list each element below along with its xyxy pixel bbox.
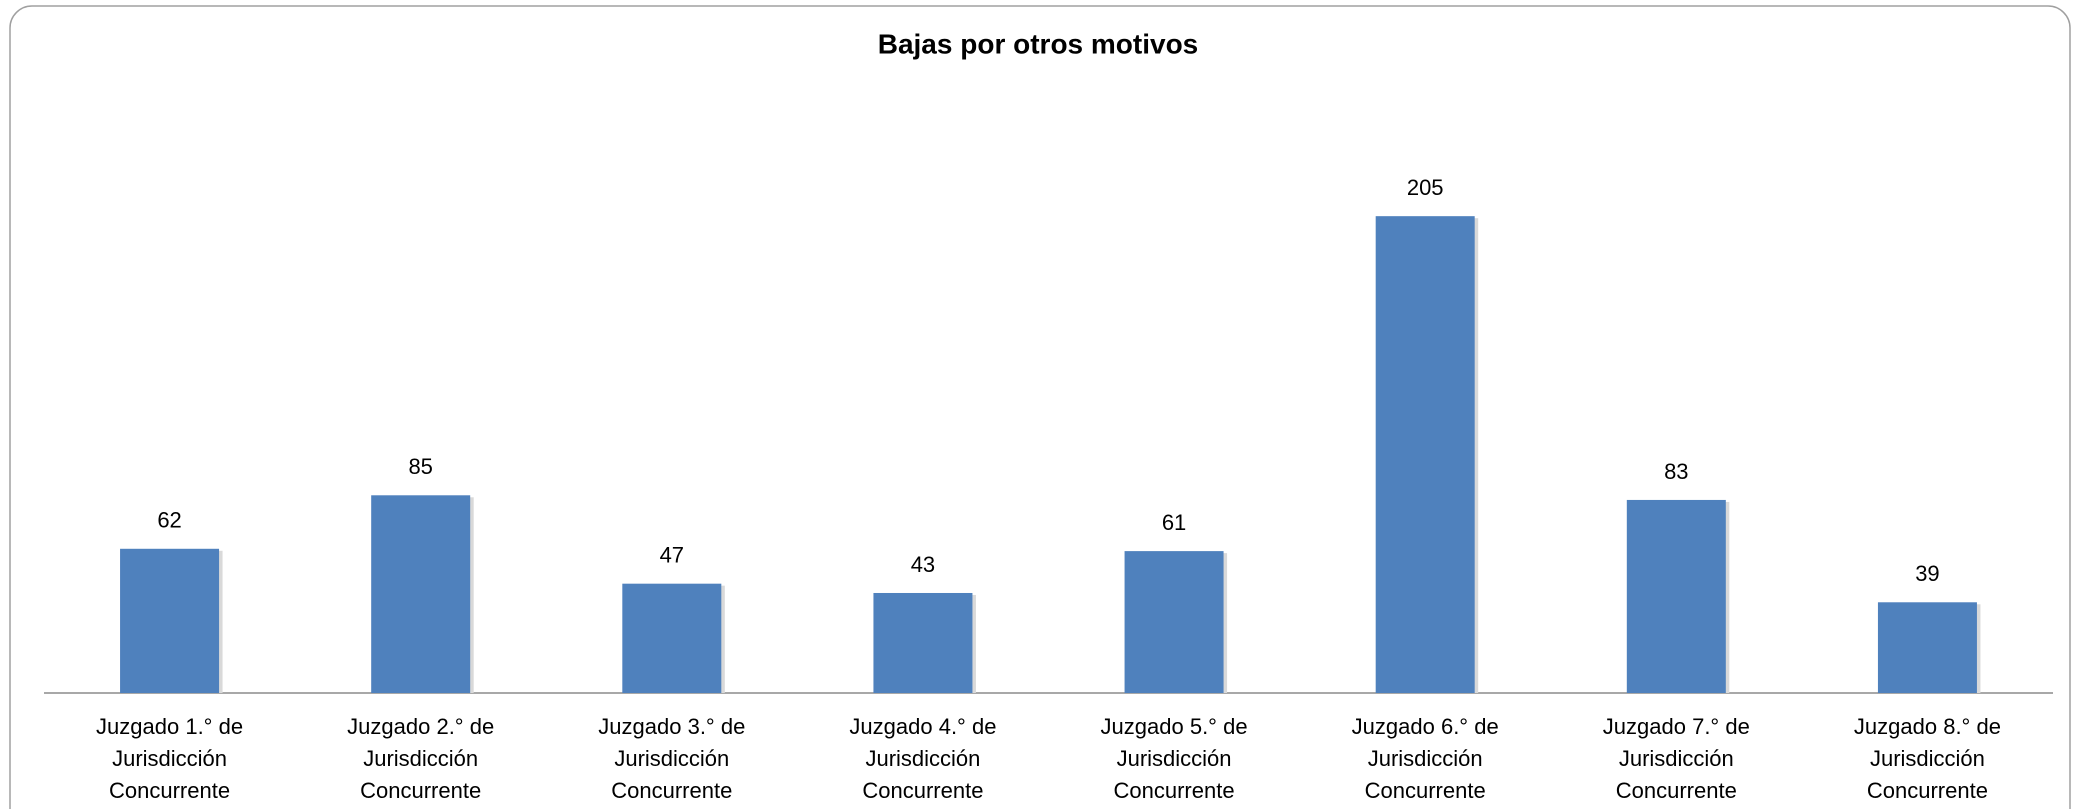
x-tick-label: Jurisdicción (865, 746, 980, 771)
chart-frame (9, 5, 2071, 809)
x-tick-label: Juzgado 5.° de (1101, 714, 1248, 739)
x-tick-label: Jurisdicción (1870, 746, 1985, 771)
x-tick-label: Concurrente (109, 778, 230, 803)
x-tick-label: Concurrente (360, 778, 481, 803)
bar (622, 583, 722, 693)
x-tick-label: Concurrente (1616, 778, 1737, 803)
data-label: 85 (408, 454, 432, 479)
bar (120, 548, 220, 693)
x-tick-label: Juzgado 6.° de (1352, 714, 1499, 739)
x-tick-label: Concurrente (862, 778, 983, 803)
bar (1626, 499, 1726, 693)
data-label: 61 (1162, 510, 1186, 535)
x-tick-label: Juzgado 8.° de (1854, 714, 2001, 739)
x-tick-label: Juzgado 7.° de (1603, 714, 1750, 739)
chart-title: Bajas por otros motivos (878, 28, 1199, 59)
x-tick-label: Concurrente (1365, 778, 1486, 803)
bar (873, 592, 973, 693)
bar (371, 495, 471, 693)
x-tick-label: Jurisdicción (112, 746, 227, 771)
x-tick-label: Concurrente (1114, 778, 1235, 803)
x-tick-label: Concurrente (611, 778, 732, 803)
data-label: 47 (660, 542, 684, 567)
x-tick-label: Jurisdicción (614, 746, 729, 771)
data-label: 39 (1915, 561, 1939, 586)
data-label: 83 (1664, 459, 1688, 484)
bar (1375, 216, 1475, 694)
x-tick-label: Jurisdicción (1117, 746, 1232, 771)
data-label: 62 (157, 508, 181, 533)
x-tick-label: Juzgado 3.° de (598, 714, 745, 739)
x-tick-label: Jurisdicción (1619, 746, 1734, 771)
x-tick-label: Concurrente (1867, 778, 1988, 803)
x-tick-label: Jurisdicción (1368, 746, 1483, 771)
bar (1877, 602, 1977, 693)
x-tick-label: Juzgado 4.° de (849, 714, 996, 739)
bar (1124, 551, 1224, 693)
data-label: 43 (911, 552, 935, 577)
x-tick-label: Juzgado 2.° de (347, 714, 494, 739)
data-label: 205 (1407, 175, 1444, 200)
x-tick-label: Juzgado 1.° de (96, 714, 243, 739)
x-tick-label: Jurisdicción (363, 746, 478, 771)
